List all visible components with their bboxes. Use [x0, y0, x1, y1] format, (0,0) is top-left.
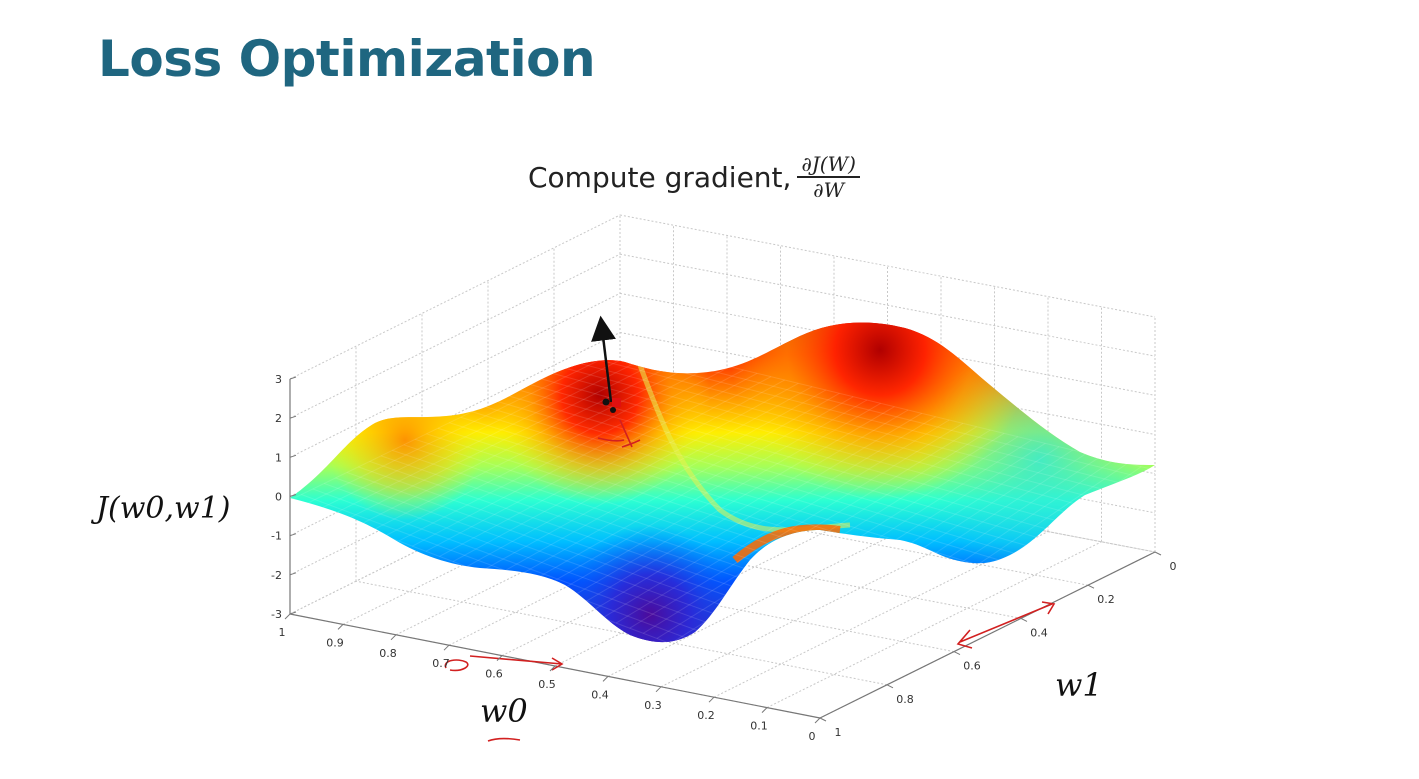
plot-title: Compute gradient, ∂J(W) ∂W: [528, 152, 860, 202]
x-axis-label: w0: [480, 692, 528, 730]
z-tick-label: 3: [275, 373, 282, 386]
y-tick-label: 0.6: [963, 660, 981, 673]
slide-title: Loss Optimization: [98, 30, 596, 88]
x-tick-label: 1: [279, 626, 286, 639]
x-tick-label: 0.6: [485, 668, 503, 681]
z-tick-label: 0: [275, 491, 282, 504]
y-tick-label: 1: [835, 726, 842, 739]
z-tick-label: 1: [275, 451, 282, 464]
x-tick-label: 0.8: [379, 647, 397, 660]
y-tick-label: 0.8: [896, 693, 914, 706]
gradient-arrow: [591, 315, 621, 413]
z-tick-label: -2: [271, 569, 282, 582]
z-tick-label: -1: [271, 530, 282, 543]
x-tick-label: 0.7: [432, 657, 450, 670]
gradient-formula: ∂J(W) ∂W: [797, 152, 860, 202]
x-tick-label: 0.2: [697, 709, 715, 722]
x-tick-label: 0.9: [326, 636, 344, 649]
x-tick-label: 0.5: [538, 678, 556, 691]
plot-title-text: Compute gradient,: [528, 160, 792, 194]
z-tick-label: -3: [271, 608, 282, 621]
z-tick-label: 2: [275, 412, 282, 425]
formula-denominator: ∂W: [813, 178, 845, 202]
x-tick-label: 0.1: [750, 720, 768, 733]
x-tick-label: 0.4: [591, 688, 609, 701]
y-axis-label: w1: [1055, 666, 1103, 704]
y-tick-label: 0: [1170, 560, 1177, 573]
loss-surface: [290, 322, 1155, 643]
hand-drawn-marks: [444, 419, 1056, 742]
x-tick-label: 0.3: [644, 699, 662, 712]
formula-numerator: ∂J(W): [797, 152, 860, 178]
x-tick-label: 0: [809, 730, 816, 743]
z-axis-label: J(w0,w1): [90, 491, 231, 526]
y-tick-label: 0.4: [1030, 626, 1048, 639]
y-tick-label: 0.2: [1097, 593, 1115, 606]
